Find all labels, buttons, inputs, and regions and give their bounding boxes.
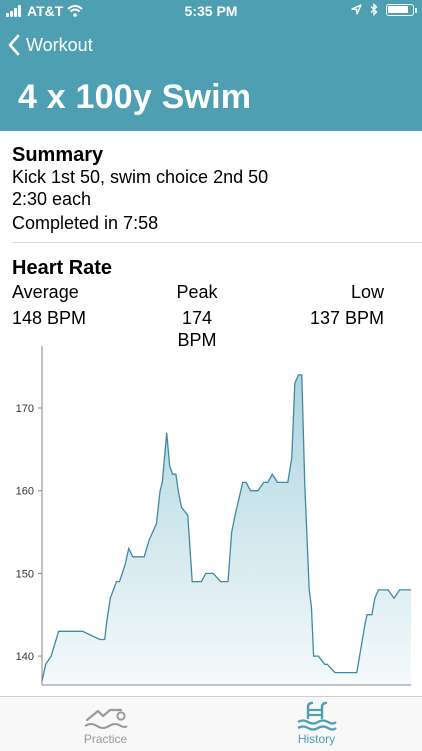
battery-icon — [386, 3, 417, 16]
back-button[interactable]: Workout — [8, 34, 93, 56]
carrier-label: AT&T — [27, 3, 64, 19]
stat-low: Low 137 BPM — [310, 281, 384, 329]
summary-description: Kick 1st 50, swim choice 2nd 50 — [12, 167, 269, 187]
location-arrow-icon — [351, 4, 362, 15]
tab-practice-label: Practice — [83, 732, 128, 746]
bluetooth-icon — [370, 3, 378, 16]
tab-bar: Practice History — [0, 696, 422, 751]
swimmer-icon — [83, 708, 128, 729]
y-tick-label: 170 — [16, 403, 34, 415]
summary-heading: Summary — [12, 144, 104, 166]
heart-rate-chart: 140 150 160 170 — [0, 338, 422, 694]
summary-section: Summary Kick 1st 50, swim choice 2nd 50 … — [12, 144, 412, 234]
header: AT&T 5:35 PM Workout 4 x 100y Swim — [0, 0, 422, 131]
wifi-icon — [67, 5, 83, 17]
heart-rate-section: Heart Rate Average 148 BPM Peak 174 BPM … — [12, 257, 412, 350]
pool-icon — [296, 701, 337, 731]
peak-value: 174 BPM — [177, 308, 217, 350]
status-bar: AT&T 5:35 PM — [0, 0, 422, 24]
low-value: 137 BPM — [309, 308, 384, 328]
heart-rate-chart-svg: 140 150 160 170 — [16, 346, 411, 686]
signal-icon — [6, 5, 21, 17]
heart-rate-line — [41, 374, 411, 682]
low-label: Low — [350, 282, 384, 302]
heart-rate-stats: Average 148 BPM Peak 174 BPM Low 137 BPM — [12, 281, 412, 350]
completed-time: Completed in 7:58 — [12, 213, 159, 233]
tab-history-label: History — [297, 732, 336, 746]
battery-fill — [388, 5, 408, 13]
summary-interval: 2:30 each — [12, 189, 92, 209]
status-time: 5:35 PM — [184, 3, 238, 19]
heart-rate-heading: Heart Rate — [12, 257, 113, 279]
y-tick-label: 160 — [16, 486, 34, 498]
tab-history[interactable]: History — [211, 701, 422, 746]
average-value: 148 BPM — [12, 308, 87, 328]
stat-peak: Peak 174 BPM — [160, 281, 234, 351]
tab-practice[interactable]: Practice — [0, 701, 211, 746]
divider — [12, 242, 422, 243]
average-label: Average — [12, 282, 79, 302]
peak-label: Peak — [176, 282, 218, 302]
heart-rate-area — [42, 374, 411, 685]
y-tick-label: 150 — [16, 568, 34, 580]
status-right — [351, 3, 417, 16]
status-left: AT&T — [6, 3, 83, 19]
back-label: Workout — [26, 34, 93, 55]
y-tick-label: 140 — [16, 651, 34, 663]
stat-average: Average 148 BPM — [12, 281, 86, 329]
workout-title: 4 x 100y Swim — [18, 78, 252, 116]
chevron-left-icon — [8, 34, 20, 56]
